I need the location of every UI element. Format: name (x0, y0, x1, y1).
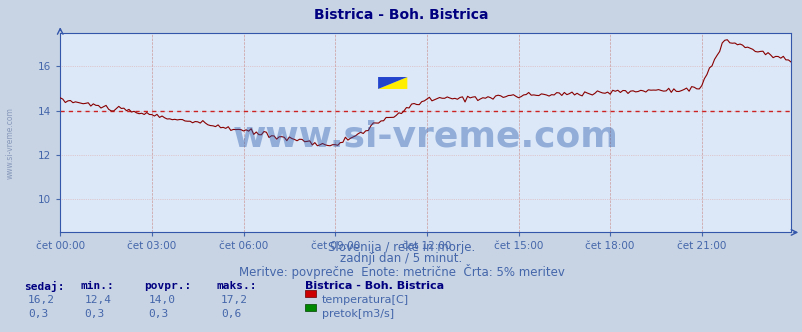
Text: Bistrica - Boh. Bistrica: Bistrica - Boh. Bistrica (314, 8, 488, 22)
Polygon shape (378, 77, 407, 89)
Text: Meritve: povprečne  Enote: metrične  Črta: 5% meritev: Meritve: povprečne Enote: metrične Črta:… (238, 264, 564, 279)
Text: 0,3: 0,3 (28, 309, 48, 319)
Text: 0,6: 0,6 (221, 309, 241, 319)
Text: 14,0: 14,0 (148, 295, 176, 305)
Text: zadnji dan / 5 minut.: zadnji dan / 5 minut. (340, 252, 462, 265)
Text: min.:: min.: (80, 281, 114, 290)
Text: Slovenija / reke in morje.: Slovenija / reke in morje. (327, 241, 475, 254)
Text: 0,3: 0,3 (148, 309, 168, 319)
Text: 12,4: 12,4 (84, 295, 111, 305)
Text: sedaj:: sedaj: (24, 281, 64, 291)
Polygon shape (378, 77, 407, 89)
Text: povpr.:: povpr.: (144, 281, 192, 290)
Text: maks.:: maks.: (217, 281, 257, 290)
Text: pretok[m3/s]: pretok[m3/s] (322, 309, 394, 319)
Text: temperatura[C]: temperatura[C] (322, 295, 408, 305)
Text: www.si-vreme.com: www.si-vreme.com (6, 107, 15, 179)
Text: 16,2: 16,2 (28, 295, 55, 305)
Text: 0,3: 0,3 (84, 309, 104, 319)
Text: 17,2: 17,2 (221, 295, 248, 305)
Text: www.si-vreme.com: www.si-vreme.com (233, 120, 618, 154)
Text: Bistrica - Boh. Bistrica: Bistrica - Boh. Bistrica (305, 281, 444, 290)
